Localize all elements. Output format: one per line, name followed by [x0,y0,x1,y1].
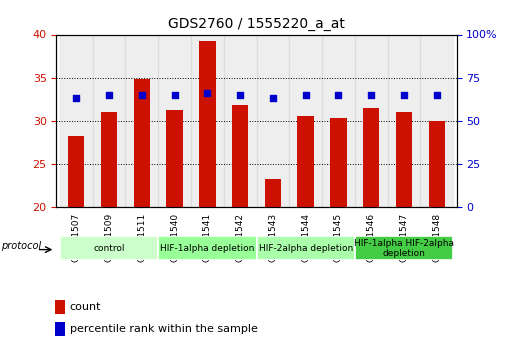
Bar [421,34,453,207]
Bar [298,117,314,207]
Bar [224,34,256,207]
Point [170,92,179,98]
Bar [199,41,215,207]
Point [236,92,244,98]
Text: HIF-1alpha depletion: HIF-1alpha depletion [160,244,254,253]
Bar [355,236,453,260]
Bar [158,34,191,207]
Bar [92,34,125,207]
Text: control: control [93,244,125,253]
Text: protocol: protocol [1,241,42,251]
Bar [166,110,183,207]
Point [105,92,113,98]
Bar [133,79,150,207]
Bar [322,34,355,207]
Bar [68,136,84,207]
Bar [429,121,445,207]
Text: HIF-1alpha HIF-2alpha
depletion: HIF-1alpha HIF-2alpha depletion [354,239,454,258]
Bar [158,236,256,260]
Bar [289,34,322,207]
Bar [60,34,92,207]
Bar [60,236,158,260]
Bar [355,34,388,207]
Bar [191,34,224,207]
Point [302,92,310,98]
Bar [388,34,421,207]
Bar [55,322,65,336]
Bar [125,34,158,207]
Text: HIF-2alpha depletion: HIF-2alpha depletion [259,244,353,253]
Bar [363,108,380,207]
Point [334,92,343,98]
Point [433,92,441,98]
Bar [256,236,355,260]
Point [203,90,211,96]
Point [400,92,408,98]
Point [269,96,277,101]
Point [72,96,80,101]
Point [137,92,146,98]
Bar [256,34,289,207]
Bar [101,112,117,207]
Bar [55,300,65,314]
Bar [396,112,412,207]
Title: GDS2760 / 1555220_a_at: GDS2760 / 1555220_a_at [168,17,345,31]
Text: count: count [70,302,101,312]
Bar [265,179,281,207]
Bar [232,105,248,207]
Point [367,92,376,98]
Text: percentile rank within the sample: percentile rank within the sample [70,324,258,334]
Bar [330,118,347,207]
